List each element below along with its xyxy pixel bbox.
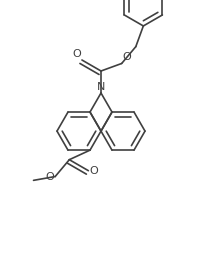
Text: O: O [72, 49, 81, 59]
Text: O: O [123, 53, 132, 62]
Text: N: N [97, 81, 105, 91]
Text: O: O [89, 166, 98, 176]
Text: O: O [45, 172, 54, 181]
